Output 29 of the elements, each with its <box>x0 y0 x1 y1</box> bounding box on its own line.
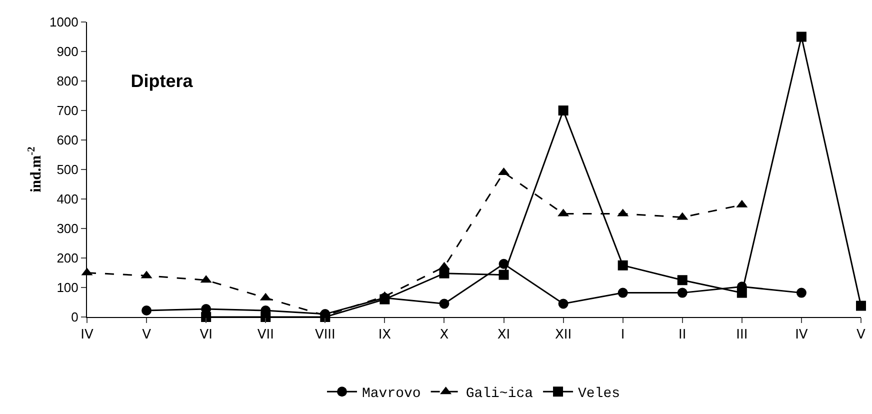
y-tick-label: 300 <box>56 221 78 236</box>
x-tick-label: XII <box>555 328 572 343</box>
x-tick-label: X <box>440 328 449 343</box>
x-tick-label: II <box>678 328 686 343</box>
x-tick-label: III <box>736 328 748 343</box>
y-tick-label: 100 <box>56 280 78 296</box>
legend-label: Veles <box>578 386 620 402</box>
x-tick-label: IV <box>795 328 808 343</box>
x-tick-label: IV <box>80 328 94 343</box>
y-tick-label: 400 <box>56 192 78 207</box>
y-tick-label: 800 <box>56 74 78 89</box>
x-tick-label: VIII <box>314 328 336 343</box>
x-tick-label: I <box>620 328 625 343</box>
y-tick-label: 0 <box>71 310 78 325</box>
legend-label: Mavrovo <box>362 386 421 402</box>
x-tick-label: VI <box>200 328 212 343</box>
y-tick-label: 1000 <box>49 14 78 30</box>
y-tick-label: 500 <box>56 162 78 178</box>
y-tick-label: 200 <box>56 250 78 266</box>
y-tick-label: 600 <box>56 132 78 148</box>
x-tick-label: IX <box>378 328 392 343</box>
x-tick-label: V <box>142 328 152 343</box>
legend-label: Gali~ica <box>466 386 534 402</box>
y-tick-label: 700 <box>56 103 78 118</box>
x-tick-label: XI <box>497 328 510 343</box>
x-tick-label: V <box>856 328 866 343</box>
y-tick-label: 900 <box>56 44 78 60</box>
x-tick-label: VII <box>257 328 274 343</box>
text: Diptera <box>130 71 194 92</box>
